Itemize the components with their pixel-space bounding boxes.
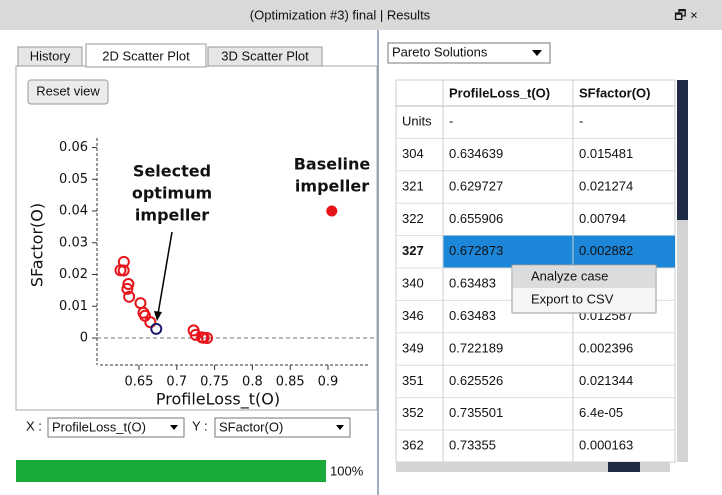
y-tick-label: 0: [80, 331, 88, 346]
table-cell[interactable]: 0.002882: [579, 243, 633, 258]
table-cell[interactable]: 0.00794: [579, 211, 626, 226]
y-selector[interactable]: [214, 417, 351, 438]
menu-item[interactable]: Analyze case: [531, 268, 608, 283]
x-tick-label: 0.65: [124, 375, 153, 390]
x-tick-label: 0.75: [200, 375, 229, 390]
row-header[interactable]: 304: [402, 146, 424, 161]
x-selector-value[interactable]: ProfileLoss_t(O): [52, 419, 146, 434]
table-cell[interactable]: 0.002396: [579, 340, 633, 355]
tab[interactable]: [17, 46, 83, 67]
row-header[interactable]: Units: [402, 114, 432, 129]
title-bar: [0, 0, 722, 30]
table-cell[interactable]: 0.015481: [579, 146, 633, 161]
y-tick-label: 0.01: [59, 299, 88, 314]
dropdown-arrow: [532, 50, 542, 56]
results-dropdown[interactable]: [387, 42, 551, 64]
table-cell[interactable]: 0.000163: [579, 438, 633, 453]
arrow-head: [154, 311, 162, 321]
x-selector-label: X :: [26, 418, 42, 433]
x-tick-label: 0.8: [242, 375, 263, 390]
dropdown-arrow: [336, 425, 344, 430]
tab-label[interactable]: History: [30, 48, 71, 63]
table-cell[interactable]: 0.73355: [449, 438, 496, 453]
data-point[interactable]: [144, 316, 157, 329]
table-cell[interactable]: -: [449, 114, 453, 129]
table-cell[interactable]: 0.672873: [449, 243, 503, 258]
v-scroll-thumb[interactable]: [677, 80, 688, 220]
table-cell[interactable]: 0.629727: [449, 178, 503, 193]
menu-item[interactable]: Export to CSV: [531, 291, 614, 306]
y-tick-label: 0.05: [59, 172, 88, 187]
data-point[interactable]: [201, 332, 214, 345]
row-header[interactable]: 349: [402, 340, 424, 355]
table-cell[interactable]: 0.021344: [579, 373, 633, 388]
table-cell[interactable]: 0.625526: [449, 373, 503, 388]
progress-label: 100%: [330, 463, 364, 478]
selected-row: [443, 235, 675, 268]
x-tick-label: 0.7: [166, 375, 187, 390]
data-point[interactable]: [114, 264, 127, 277]
annotation: impeller: [295, 177, 369, 196]
table-cell[interactable]: 0.655906: [449, 211, 503, 226]
table-cell[interactable]: 0.735501: [449, 405, 503, 420]
annotation: impeller: [135, 206, 209, 225]
dropdown-arrow: [170, 425, 178, 430]
y-selector-label: Y :: [192, 418, 208, 433]
selected-point[interactable]: [150, 322, 163, 335]
menu-highlight: [513, 266, 655, 288]
row-header[interactable]: 321: [402, 178, 424, 193]
row-header[interactable]: 362: [402, 438, 424, 453]
data-point[interactable]: [122, 278, 135, 291]
results-dropdown-label[interactable]: Pareto Solutions: [392, 44, 488, 59]
row-header[interactable]: 327: [402, 243, 424, 258]
table-cell[interactable]: 0.021274: [579, 178, 633, 193]
x-tick-label: 0.85: [276, 375, 305, 390]
annotation: optimum: [132, 184, 212, 203]
table-cell[interactable]: 6.4e-05: [579, 405, 623, 420]
annotation: Baseline: [294, 155, 371, 174]
row-header[interactable]: 340: [402, 276, 424, 291]
row-header[interactable]: 346: [402, 308, 424, 323]
column-header[interactable]: ProfileLoss_t(O): [449, 85, 550, 100]
plot-panel: [15, 65, 378, 411]
y-tick-label: 0.03: [59, 235, 88, 250]
data-point[interactable]: [134, 297, 147, 310]
annotation-arrow: [157, 231, 173, 315]
y-axis-label: SFactor(O): [28, 203, 47, 287]
table-cell[interactable]: 0.63483: [449, 308, 496, 323]
row-header[interactable]: 352: [402, 405, 424, 420]
reset-button[interactable]: [27, 79, 109, 105]
h-scroll-thumb[interactable]: [608, 462, 640, 472]
y-tick-label: 0.06: [59, 140, 88, 155]
row-header[interactable]: 322: [402, 211, 424, 226]
y-tick-label: 0.02: [59, 267, 88, 282]
v-scroll-track: [677, 80, 688, 462]
row-header[interactable]: 351: [402, 373, 424, 388]
annotation: Selected: [133, 162, 211, 181]
column-header[interactable]: SFfactor(O): [579, 85, 651, 100]
x-axis-label: ProfileLoss_t(O): [156, 390, 280, 410]
progress-bar: [16, 460, 326, 482]
y-selector-value[interactable]: SFactor(O): [219, 419, 283, 434]
table-cell[interactable]: 0.722189: [449, 340, 503, 355]
tab-label[interactable]: 2D Scatter Plot: [102, 48, 190, 63]
data-point[interactable]: [121, 282, 134, 295]
tab-label[interactable]: 3D Scatter Plot: [221, 48, 309, 63]
h-scroll-track: [396, 462, 670, 472]
window-controls[interactable]: 🗗 ×: [674, 7, 697, 22]
tab[interactable]: [85, 43, 207, 68]
data-point[interactable]: [189, 328, 202, 341]
reset-button-label[interactable]: Reset view: [36, 83, 100, 98]
baseline-point[interactable]: [326, 205, 338, 217]
data-point[interactable]: [123, 290, 136, 303]
tab[interactable]: [207, 46, 323, 67]
table-cell[interactable]: 0.63483: [449, 276, 496, 291]
table-cell[interactable]: 0.634639: [449, 146, 503, 161]
x-tick-label: 0.9: [318, 375, 339, 390]
table-cell[interactable]: -: [579, 114, 583, 129]
window-title: (Optimization #3) final | Results: [250, 7, 431, 22]
x-selector[interactable]: [47, 417, 185, 438]
y-tick-label: 0.04: [59, 204, 88, 219]
